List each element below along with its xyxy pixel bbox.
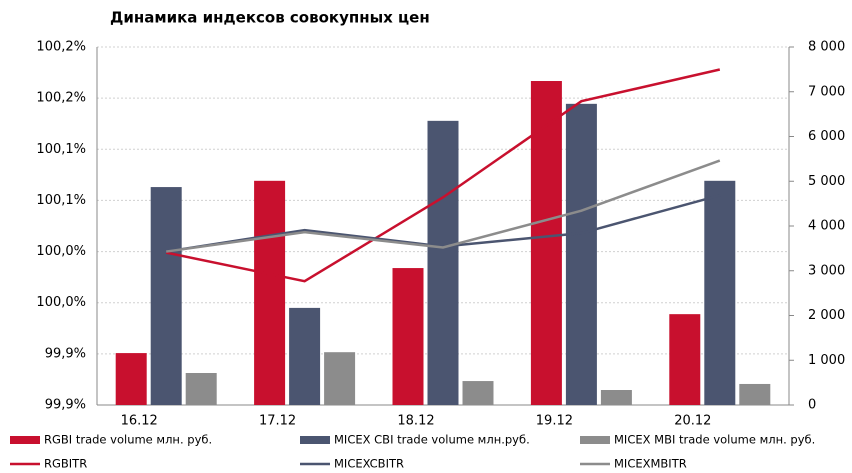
y-tick-label: 100,2% [36,40,86,55]
bar [530,81,562,405]
bar [254,180,286,405]
bar [115,353,147,405]
legend-label: MICEX CBI trade volume млн.руб. [334,433,530,447]
y2-tick-label: 1 000 [808,353,845,368]
x-tick-label: 17.12 [259,414,296,429]
line [166,159,721,253]
y2-tick-label: 3 000 [808,263,845,278]
legend-swatch [580,436,610,444]
legend-swatch [10,436,40,444]
x-tick-label: 16.12 [121,414,158,429]
legend-label: RGBITR [44,457,87,471]
legend-label: MICEX MBI trade volume млн. руб. [614,433,815,447]
bar [324,352,356,405]
y-tick-label: 100,0% [36,244,86,259]
bar [600,390,632,405]
bar [462,381,494,405]
bar [392,268,424,405]
y2-tick-label: 4 000 [808,219,845,234]
y2-tick-label: 8 000 [808,40,845,55]
legend-label: RGBI trade volume млн. руб. [44,433,212,447]
bar [427,120,459,406]
y-tick-label: 100,0% [36,295,86,310]
legend-label: MICEXMBITR [614,457,687,471]
bar [739,383,771,405]
bar [704,180,736,405]
bar [669,314,701,405]
line [165,68,721,283]
chart-title: Динамика индексов совокупных цен [110,9,430,27]
x-tick-label: 20.12 [674,414,711,429]
y2-tick-label: 7 000 [808,84,845,99]
bar [565,103,597,406]
bar [150,187,182,405]
y2-tick-label: 2 000 [808,308,845,323]
y-tick-label: 99,9% [45,398,86,413]
y2-tick-label: 5 000 [808,174,845,189]
legend-label: MICEXCBITR [334,457,404,471]
y2-tick-label: 0 [808,398,816,413]
bar [289,307,321,405]
y-tick-label: 99,9% [45,346,86,361]
y-tick-label: 100,1% [36,193,86,208]
y-tick-label: 100,2% [36,91,86,106]
x-tick-label: 19.12 [536,414,573,429]
y-tick-label: 100,1% [36,142,86,157]
x-tick-label: 18.12 [397,414,434,429]
bar [185,373,217,405]
y2-tick-label: 6 000 [808,129,845,144]
legend-swatch [300,436,330,444]
